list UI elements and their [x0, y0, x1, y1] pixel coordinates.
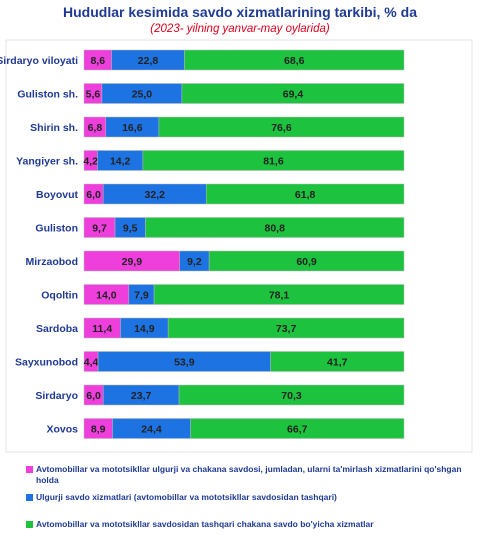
bar-segment-series-3 [190, 418, 405, 439]
bar-segment-series-3 [184, 49, 405, 71]
data-label: 81,6 [263, 156, 284, 168]
bar-segment-series-3 [205, 183, 405, 205]
data-label: 14,9 [134, 323, 155, 335]
legend-swatch-green [26, 521, 33, 528]
category-label: Sardoba [36, 323, 78, 335]
category-label: Sayxunobod [15, 357, 78, 369]
data-label: 16,6 [122, 122, 143, 134]
bar-segment-series-3 [167, 317, 405, 339]
data-label: 70,3 [281, 390, 302, 402]
data-label: 6,0 [86, 189, 101, 201]
data-label: 61,8 [295, 189, 316, 201]
data-label: 68,6 [284, 55, 305, 67]
legend-swatch-magenta [26, 466, 33, 473]
data-label: 73,7 [276, 323, 297, 335]
data-label: 7,9 [134, 290, 149, 302]
category-label: Shirin sh. [30, 122, 78, 134]
bar-segment-series-3 [270, 351, 405, 372]
data-label: 53,9 [174, 357, 195, 369]
category-label: Yangiyer sh. [16, 156, 78, 168]
category-label: Sirdaryo viloyati [0, 55, 78, 67]
data-label: 41,7 [327, 357, 348, 369]
data-label: 4,2 [83, 156, 98, 168]
data-label: 25,0 [132, 89, 153, 101]
data-label: 23,7 [131, 390, 152, 402]
bar-segment-series-3 [208, 250, 405, 272]
category-label: Guliston sh. [17, 89, 78, 101]
bar-segment-series-3 [178, 384, 405, 406]
chart-subtitle: (2023- yilning yanvar-may oylarida) [150, 23, 330, 35]
bar-segment-series-3 [153, 284, 405, 305]
category-label: Guliston [35, 223, 78, 235]
category-label: Xovos [46, 424, 78, 436]
legend-label: Ulgurji savdo xizmatlari (avtomobillar v… [36, 492, 337, 502]
data-label: 29,9 [122, 256, 143, 268]
plot-frame [5, 39, 473, 453]
category-label: Sirdaryo [35, 390, 78, 402]
legend-label: Avtomobillar va mototsikllar savdosidan … [36, 519, 374, 529]
data-label: 4,4 [84, 357, 99, 369]
legend-label: Avtomobillar va mototsikllar ulgurji va … [36, 464, 462, 485]
data-label: 60,9 [296, 256, 317, 268]
category-label: Oqoltin [41, 290, 78, 302]
data-label: 80,8 [265, 223, 286, 235]
chart-title: Hududlar kesimida savdo xizmatlarining t… [63, 4, 417, 20]
legend-item-wholesale: Ulgurji savdo xizmatlari (avtomobillar v… [26, 492, 466, 503]
data-label: 78,1 [269, 290, 290, 302]
data-label: 22,8 [138, 55, 159, 67]
data-label: 9,2 [187, 256, 202, 268]
data-label: 14,0 [96, 290, 117, 302]
bar-segment-series-3 [142, 150, 405, 171]
data-label: 24,4 [141, 424, 162, 436]
bar-segment-series-3 [158, 116, 405, 138]
data-label: 11,4 [92, 323, 112, 335]
data-label: 8,9 [91, 424, 106, 436]
legend-item-wholesale-retail-auto: Avtomobillar va mototsikllar ulgurji va … [26, 464, 466, 486]
data-label: 8,6 [90, 55, 105, 67]
data-label: 9,5 [123, 223, 138, 235]
data-label: 6,0 [86, 390, 101, 402]
data-label: 76,6 [271, 122, 292, 134]
data-label: 32,2 [145, 189, 166, 201]
bar-segment-series-3 [145, 217, 405, 238]
category-label: Mirzaobod [26, 256, 79, 268]
data-label: 6,8 [88, 122, 103, 134]
data-label: 9,7 [92, 223, 107, 235]
legend-item-retail: Avtomobillar va mototsikllar savdosidan … [26, 519, 466, 530]
data-label: 14,2 [110, 156, 131, 168]
bar-segment-series-3 [181, 83, 405, 104]
category-label: Boyovut [36, 189, 79, 201]
data-label: 66,7 [287, 424, 308, 436]
legend-swatch-blue [26, 494, 33, 501]
data-label: 69,4 [283, 89, 304, 101]
data-label: 5,6 [86, 89, 101, 101]
